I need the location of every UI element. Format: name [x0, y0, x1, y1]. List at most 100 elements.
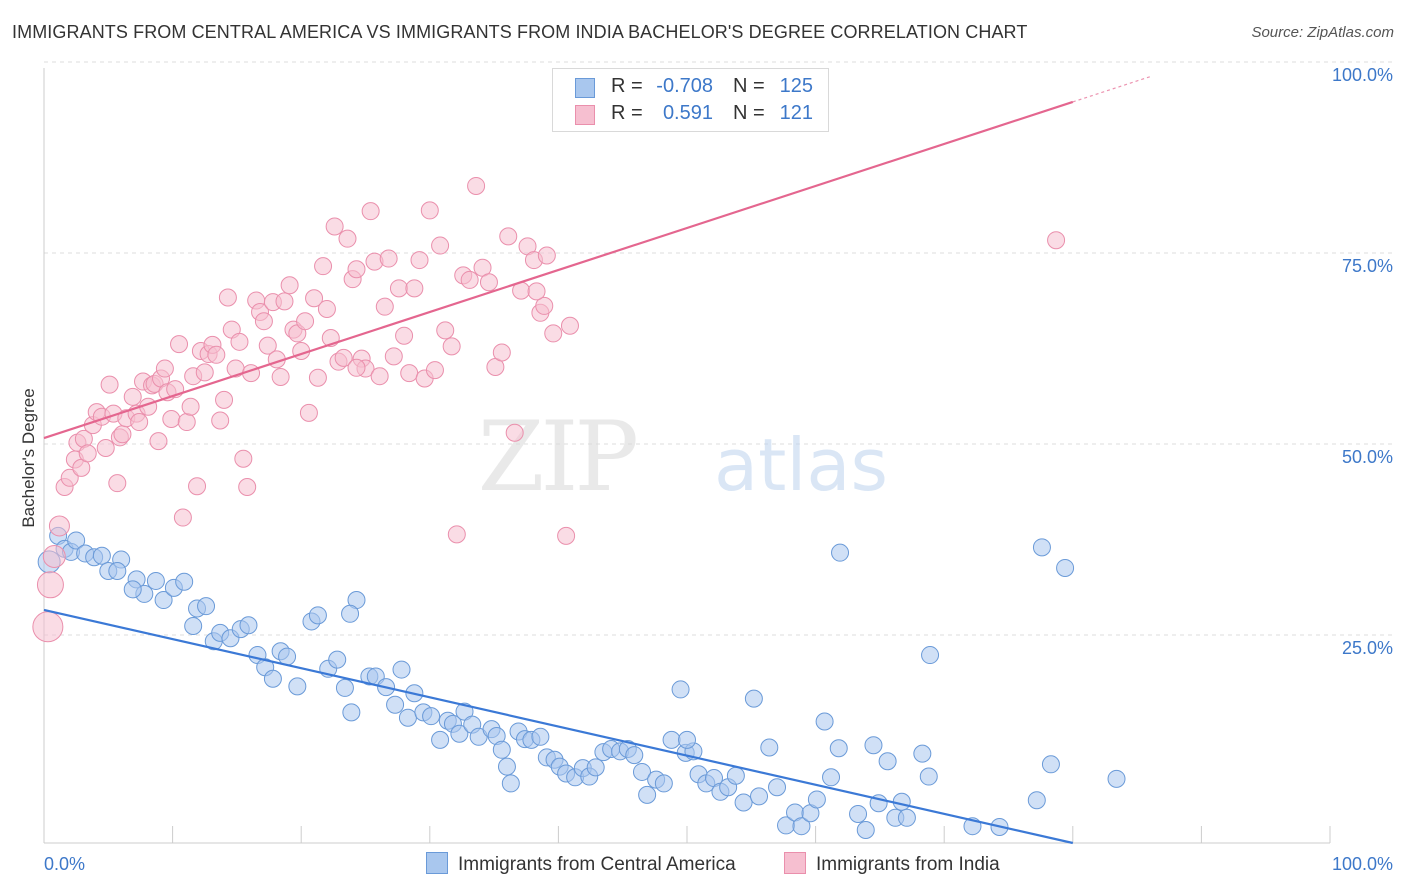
india-trend-extension [1072, 76, 1151, 103]
india-point [230, 332, 249, 351]
central-america-point [1027, 791, 1046, 810]
blue-swatch-icon [575, 78, 595, 98]
india-point [479, 273, 498, 292]
central-america-point [864, 736, 883, 755]
central-america-point [398, 708, 417, 727]
central-america-point [822, 768, 841, 787]
central-america-point [67, 531, 86, 550]
central-america-point [921, 646, 940, 665]
india-point [296, 312, 315, 331]
r-value: 0.591 [662, 102, 713, 124]
central-america-point [288, 677, 307, 696]
central-america-point [897, 808, 916, 827]
india-point [162, 409, 181, 428]
india-point [177, 413, 196, 432]
india-point [108, 474, 127, 493]
central-america-point [1107, 769, 1126, 788]
india-point [347, 260, 366, 279]
chart-title: IMMIGRANTS FROM CENTRAL AMERICA VS IMMIG… [12, 22, 1028, 42]
india-point [400, 364, 419, 383]
central-america-point [638, 785, 657, 804]
central-america-point [662, 730, 681, 749]
india-point [188, 477, 207, 496]
india-point [338, 229, 357, 248]
r-label: R = [611, 102, 643, 124]
india-point [505, 423, 524, 442]
gridlines [44, 61, 1392, 636]
central-america-point [625, 746, 644, 765]
india-point [560, 316, 579, 335]
watermark-zip: ZIP [478, 401, 637, 513]
central-america-point [123, 580, 142, 599]
india-point [258, 336, 277, 355]
central-america-point [856, 821, 875, 840]
central-america-point [849, 804, 868, 823]
central-america-point [335, 678, 354, 697]
y-axis-label: Bachelor's Degree [19, 388, 38, 527]
india-point [173, 508, 192, 527]
india-point [436, 321, 455, 340]
india-point [334, 348, 353, 367]
central-america-point [829, 739, 848, 758]
legend-row-india: R = 0.591 N = 121 [553, 102, 828, 128]
y-tick-label: 75.0% [1342, 256, 1393, 276]
india-point [420, 201, 439, 220]
central-america-point [328, 650, 347, 669]
india-point [36, 571, 64, 599]
india-point [60, 468, 79, 487]
india-point [215, 390, 234, 409]
central-america-point [308, 606, 327, 625]
x-tick-label: 100.0% [1332, 854, 1393, 874]
india-point [218, 288, 237, 307]
central-america-point [108, 562, 127, 581]
india-point [527, 282, 546, 301]
india-point [207, 345, 226, 364]
india-point [113, 425, 132, 444]
central-america-point [392, 660, 411, 679]
central-america-point [807, 790, 826, 809]
india-point [48, 515, 70, 537]
correlation-legend: R = -0.708 N = 125 R = 0.591 N = 121 [552, 68, 829, 132]
india-point [375, 297, 394, 316]
india-point [234, 449, 253, 468]
blue-swatch-icon [426, 852, 448, 874]
central-america-point [760, 738, 779, 757]
r-value: -0.708 [656, 75, 713, 97]
india-point [379, 249, 398, 268]
india-point [410, 251, 429, 270]
india-point [460, 270, 479, 289]
tick-labels: 25.0% 50.0% 75.0% 100.0% 0.0% 100.0% [44, 65, 1393, 874]
central-america-point [750, 787, 769, 806]
india-point [384, 347, 403, 366]
india-trend-line [43, 100, 1074, 440]
india-point [325, 217, 344, 236]
x-tick-label: 0.0% [44, 854, 85, 874]
n-label: N = [733, 102, 765, 124]
central-america-point [450, 724, 469, 743]
central-america-point [1041, 755, 1060, 774]
central-america-point [632, 762, 651, 781]
india-point [361, 202, 380, 221]
india-point [149, 432, 168, 451]
legend-label: Immigrants from India [816, 854, 1000, 875]
central-america-point [671, 680, 690, 699]
central-america-point [913, 744, 932, 763]
central-america-point [263, 669, 282, 688]
pink-swatch-icon [784, 852, 806, 874]
india-point [299, 403, 318, 422]
india-point [254, 312, 273, 331]
central-america-point [184, 617, 203, 636]
central-america-point [497, 757, 516, 776]
central-america-point [431, 730, 450, 749]
data-points [32, 176, 1126, 840]
r-label: R = [611, 75, 643, 97]
central-america-point [342, 703, 361, 722]
legend-label: Immigrants from Central America [458, 854, 736, 875]
india-point [389, 279, 408, 298]
central-america-point [386, 695, 405, 714]
central-america-point [175, 572, 194, 591]
central-america-point [678, 730, 696, 749]
india-point [492, 343, 511, 362]
trend-lines [43, 76, 1151, 845]
india-point [195, 363, 214, 382]
